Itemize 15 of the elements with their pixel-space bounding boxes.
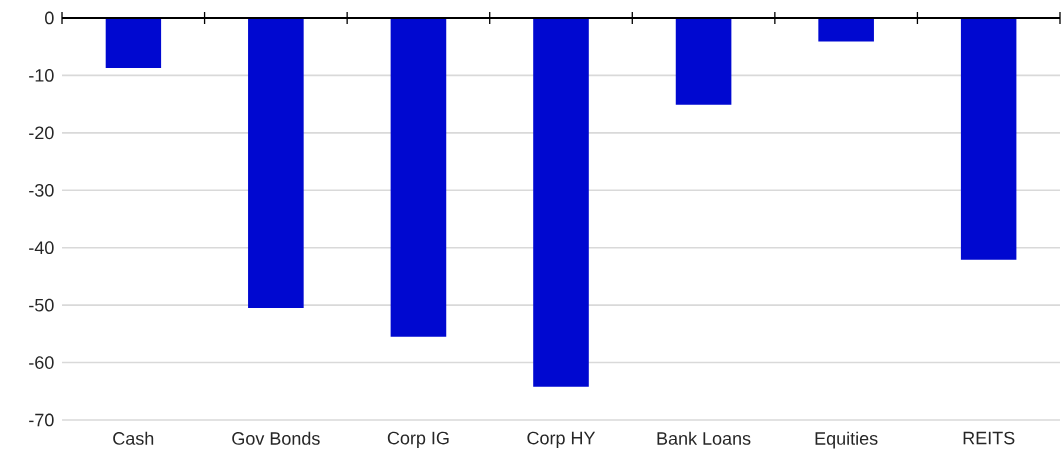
y-tick-label: -20 — [29, 126, 54, 140]
x-tick-label: Gov Bonds — [232, 431, 320, 445]
y-tick-label: -70 — [29, 413, 54, 427]
y-tick-label: -40 — [29, 241, 54, 255]
y-tick-label: 0 — [45, 11, 54, 25]
x-tick-label: Cash — [113, 431, 154, 445]
y-tick-label: -30 — [29, 183, 54, 197]
x-tick-label: Bank Loans — [657, 431, 751, 445]
x-tick-label: Corp HY — [527, 431, 596, 448]
x-tick-label: REITS — [963, 431, 1015, 445]
y-tick-label: -10 — [29, 69, 54, 82]
y-tick-label: -50 — [29, 298, 54, 312]
y-tick-label: -60 — [29, 356, 54, 369]
x-tick-label: Corp IG — [387, 431, 449, 448]
x-tick-label: Equities — [815, 431, 878, 449]
